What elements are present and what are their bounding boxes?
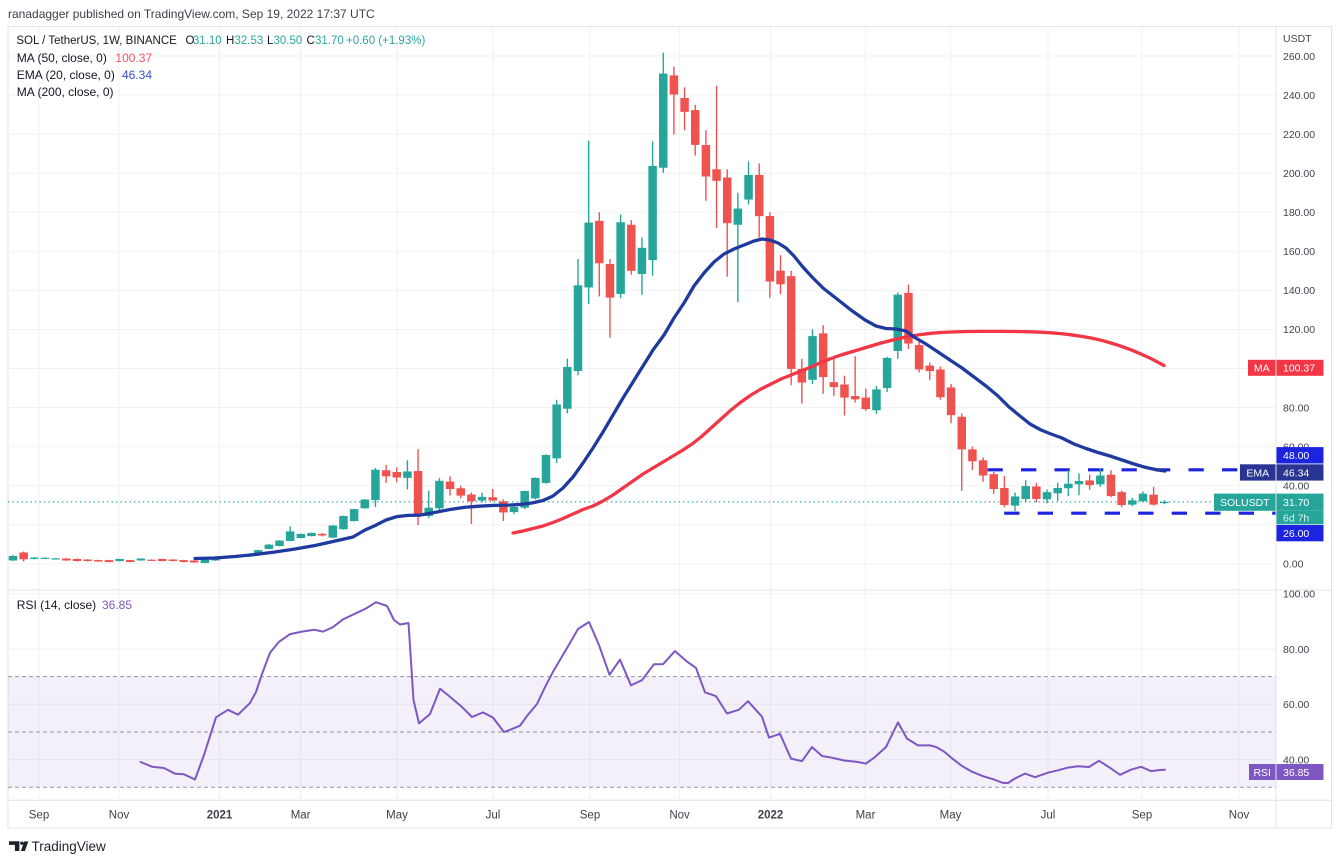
- svg-text:Nov: Nov: [1229, 810, 1250, 822]
- svg-text:SOLUSDT: SOLUSDT: [1220, 497, 1270, 509]
- svg-text:240.00: 240.00: [1283, 90, 1315, 102]
- svg-text:100.00: 100.00: [1283, 589, 1315, 601]
- svg-text:36.85: 36.85: [102, 598, 132, 612]
- svg-text:40.00: 40.00: [1283, 481, 1309, 493]
- svg-text:Jul: Jul: [1041, 810, 1056, 822]
- svg-text:RSI (14, close): RSI (14, close): [17, 598, 96, 612]
- svg-text:100.37: 100.37: [1283, 363, 1315, 375]
- svg-text:Sep: Sep: [1132, 810, 1152, 822]
- svg-text:46.34: 46.34: [1283, 467, 1309, 479]
- svg-text:Sep: Sep: [29, 810, 49, 822]
- svg-text:USDT: USDT: [1283, 33, 1312, 45]
- svg-text:Mar: Mar: [856, 810, 876, 822]
- svg-text:ranadagger published on Tradin: ranadagger published on TradingView.com,…: [8, 7, 375, 21]
- svg-text:200.00: 200.00: [1283, 168, 1315, 180]
- svg-text:Nov: Nov: [109, 810, 130, 822]
- svg-text:2021: 2021: [207, 810, 233, 822]
- svg-text:Mar: Mar: [291, 810, 311, 822]
- svg-text:32.53: 32.53: [235, 35, 264, 47]
- svg-text:80.00: 80.00: [1283, 402, 1309, 414]
- svg-text:220.00: 220.00: [1283, 129, 1315, 141]
- svg-text:EMA: EMA: [1246, 467, 1269, 479]
- svg-text:O: O: [186, 35, 195, 47]
- svg-text:6d 7h: 6d 7h: [1283, 512, 1309, 524]
- svg-text:31.70: 31.70: [1283, 497, 1309, 509]
- svg-text:80.00: 80.00: [1283, 644, 1309, 656]
- svg-text:26.00: 26.00: [1283, 528, 1309, 540]
- svg-text:40.00: 40.00: [1283, 754, 1309, 766]
- svg-text:Sep: Sep: [580, 810, 600, 822]
- svg-text:46.34: 46.34: [122, 68, 152, 82]
- svg-text:L: L: [267, 35, 274, 47]
- svg-text:Nov: Nov: [669, 810, 690, 822]
- svg-text:MA (50, close, 0): MA (50, close, 0): [17, 51, 107, 65]
- svg-text:SOL / TetherUS, 1W, BINANCE: SOL / TetherUS, 1W, BINANCE: [16, 35, 177, 47]
- svg-text:Jul: Jul: [486, 810, 501, 822]
- svg-text:May: May: [940, 810, 962, 822]
- svg-text:180.00: 180.00: [1283, 207, 1315, 219]
- svg-text:36.85: 36.85: [1283, 767, 1309, 779]
- svg-text:2022: 2022: [758, 810, 784, 822]
- svg-text:31.10: 31.10: [193, 35, 222, 47]
- svg-text:120.00: 120.00: [1283, 324, 1315, 336]
- svg-text:60.00: 60.00: [1283, 699, 1309, 711]
- svg-text:31.70: 31.70: [315, 35, 344, 47]
- svg-text:May: May: [386, 810, 408, 822]
- svg-text:EMA (20, close, 0): EMA (20, close, 0): [17, 68, 115, 82]
- svg-text:100.37: 100.37: [115, 51, 152, 65]
- svg-text:TradingView: TradingView: [32, 839, 107, 854]
- svg-text:+0.60 (+1.93%): +0.60 (+1.93%): [346, 35, 425, 47]
- svg-text:30.50: 30.50: [274, 35, 303, 47]
- svg-text:H: H: [226, 35, 234, 47]
- svg-text:160.00: 160.00: [1283, 246, 1315, 258]
- svg-text:MA: MA: [1254, 363, 1270, 375]
- svg-text:C: C: [307, 35, 315, 47]
- svg-text:48.00: 48.00: [1283, 450, 1309, 462]
- svg-text:MA (200, close, 0): MA (200, close, 0): [17, 85, 114, 99]
- svg-text:RSI: RSI: [1253, 767, 1271, 779]
- svg-text:140.00: 140.00: [1283, 285, 1315, 297]
- svg-text:0.00: 0.00: [1283, 559, 1304, 571]
- svg-text:260.00: 260.00: [1283, 51, 1315, 63]
